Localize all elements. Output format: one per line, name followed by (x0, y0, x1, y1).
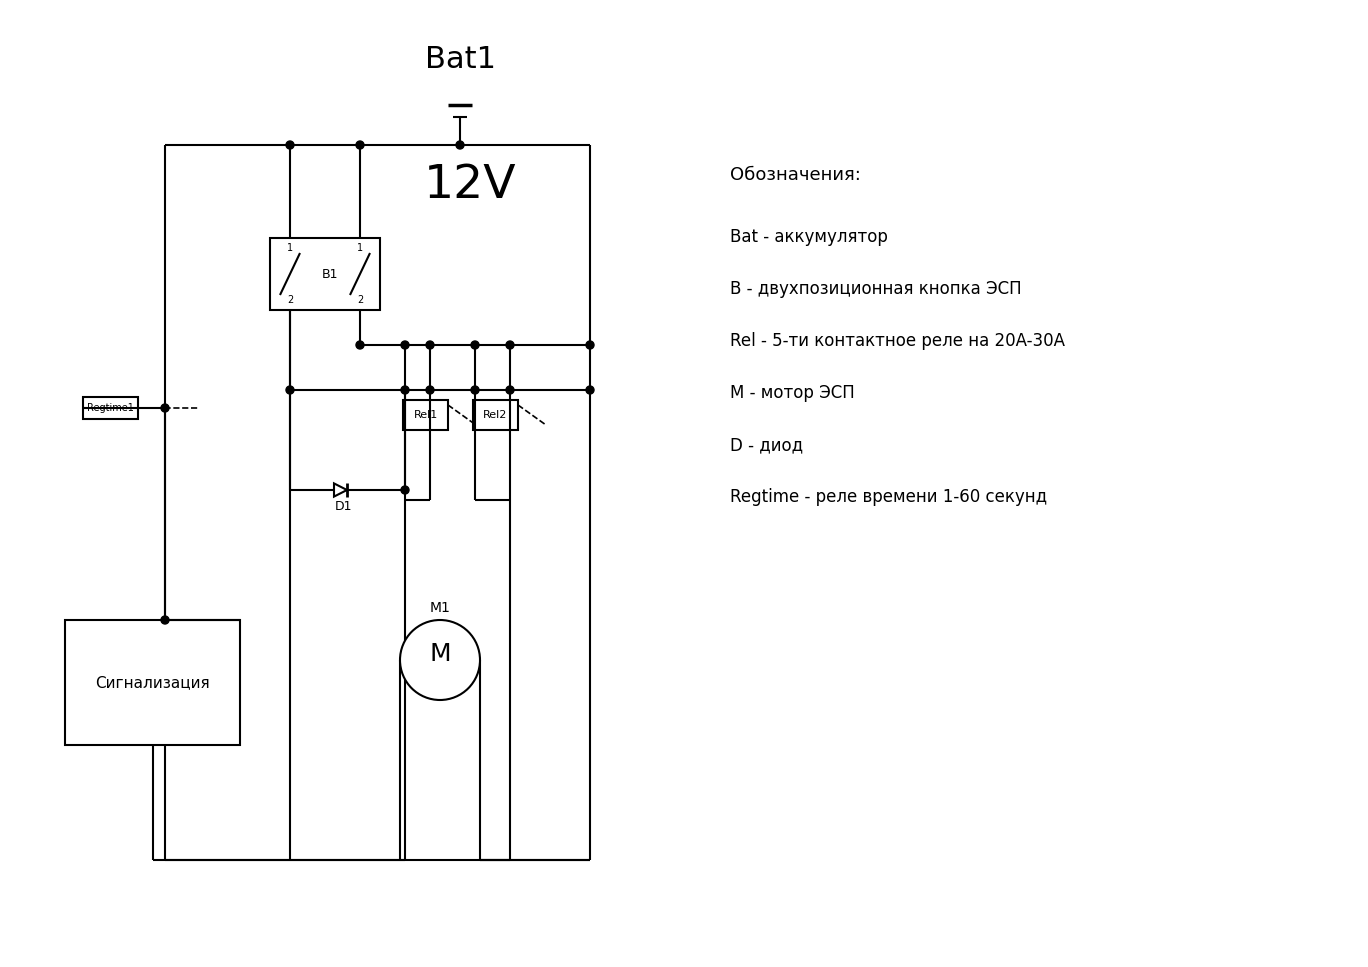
Circle shape (425, 341, 434, 349)
Circle shape (586, 386, 594, 394)
Text: M: M (430, 642, 451, 666)
Text: 1: 1 (287, 243, 293, 253)
Circle shape (471, 386, 479, 394)
Bar (83, 397, 138, 419)
Circle shape (456, 141, 464, 149)
Text: D1: D1 (334, 501, 352, 513)
Text: Bat1: Bat1 (424, 45, 495, 74)
Text: Rel1: Rel1 (413, 410, 438, 420)
Circle shape (425, 386, 434, 394)
Circle shape (161, 404, 170, 412)
Circle shape (471, 341, 479, 349)
Circle shape (586, 341, 594, 349)
Circle shape (506, 341, 514, 349)
Text: B - двухпозиционная кнопка ЭСП: B - двухпозиционная кнопка ЭСП (731, 280, 1022, 298)
Bar (473, 400, 518, 430)
Text: 1: 1 (357, 243, 363, 253)
Text: Regtime1: Regtime1 (88, 403, 134, 413)
Text: M1: M1 (430, 601, 450, 615)
Text: Bat - аккумулятор: Bat - аккумулятор (731, 228, 888, 246)
Circle shape (356, 341, 364, 349)
Bar (269, 238, 380, 310)
Circle shape (401, 486, 409, 494)
Text: D - диод: D - диод (731, 436, 803, 454)
Text: M - мотор ЭСП: M - мотор ЭСП (731, 384, 855, 402)
Text: Rel2: Rel2 (483, 410, 508, 420)
Bar (404, 400, 447, 430)
Text: Обозначения:: Обозначения: (731, 166, 860, 184)
Circle shape (161, 616, 170, 624)
Text: Rel - 5-ти контактное реле на 20A-30A: Rel - 5-ти контактное реле на 20A-30A (731, 332, 1066, 350)
Circle shape (401, 341, 409, 349)
Text: 2: 2 (357, 295, 363, 305)
Polygon shape (334, 484, 347, 497)
Circle shape (506, 386, 514, 394)
Text: 2: 2 (287, 295, 293, 305)
Text: Сигнализация: Сигнализация (96, 675, 209, 690)
Text: Regtime - реле времени 1-60 секунд: Regtime - реле времени 1-60 секунд (731, 488, 1047, 506)
Circle shape (399, 620, 480, 700)
Circle shape (356, 141, 364, 149)
Bar (66, 620, 239, 745)
Text: 12V: 12V (424, 162, 516, 208)
Text: B1: B1 (321, 268, 338, 280)
Circle shape (401, 386, 409, 394)
Circle shape (286, 141, 294, 149)
Circle shape (286, 386, 294, 394)
